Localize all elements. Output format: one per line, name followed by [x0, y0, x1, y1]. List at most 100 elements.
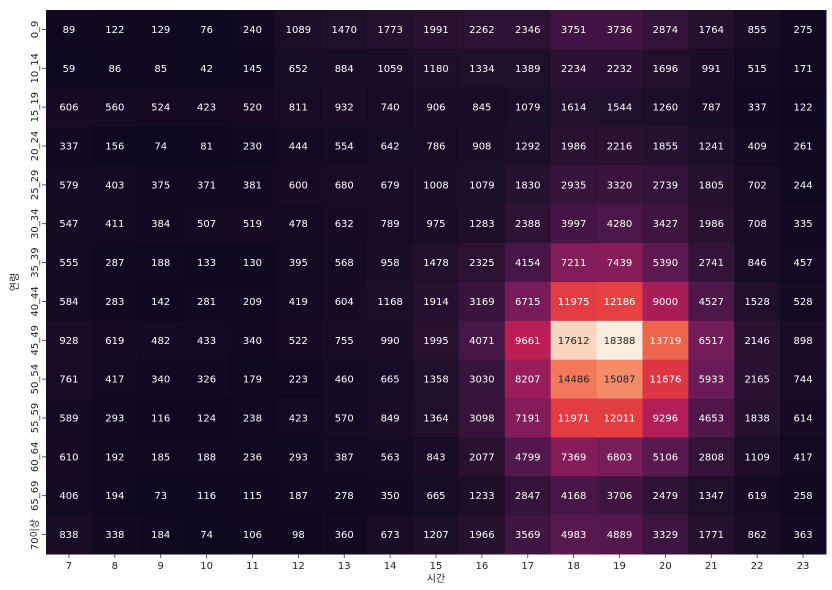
y-tick-label: 65_69 — [30, 480, 41, 510]
heatmap-cell — [596, 126, 643, 166]
cell-value-label: 293 — [105, 414, 124, 425]
heatmap-cell — [596, 476, 643, 516]
cell-value-label: 1292 — [515, 142, 540, 153]
heatmap-cell — [734, 476, 781, 516]
cell-value-label: 375 — [151, 180, 170, 191]
heatmap-cell — [504, 165, 552, 205]
heatmap-cell — [183, 10, 231, 50]
heatmap-cell — [734, 48, 781, 89]
heatmap-cell — [734, 359, 781, 400]
heatmap-cell — [91, 87, 139, 128]
cell-value-label: 3329 — [653, 530, 678, 541]
heatmap-cell — [413, 243, 460, 283]
heatmap-cell — [780, 10, 827, 50]
cell-value-label: 4280 — [607, 219, 632, 230]
cell-value-label: 287 — [105, 258, 124, 269]
heatmap-cell — [458, 165, 506, 205]
cell-value-label: 547 — [59, 219, 78, 230]
cell-value-label: 1986 — [561, 142, 586, 153]
heatmap-cell — [642, 359, 689, 400]
cell-value-label: 11975 — [558, 297, 590, 308]
cell-value-label: 3736 — [607, 25, 632, 36]
heatmap-cell — [734, 126, 781, 166]
cell-value-label: 2234 — [561, 64, 586, 75]
cell-value-label: 614 — [794, 414, 813, 425]
heatmap-cell — [91, 204, 139, 244]
heatmap-cell — [688, 282, 735, 322]
heatmap-cell — [550, 476, 598, 516]
heatmap-cell — [504, 87, 552, 128]
heatmap-cell — [458, 476, 506, 516]
heatmap-cell — [458, 359, 506, 400]
y-tick-label: 40_44 — [30, 286, 41, 316]
heatmap-cell — [413, 10, 460, 50]
cell-value-label: 1986 — [699, 219, 724, 230]
cell-value-label: 604 — [335, 297, 354, 308]
heatmap-cell — [413, 398, 460, 438]
cell-value-label: 433 — [197, 336, 216, 347]
cell-value-label: 3427 — [653, 219, 678, 230]
heatmap-cell — [688, 10, 735, 50]
cell-value-label: 384 — [151, 219, 170, 230]
y-tick-label: 60_64 — [30, 442, 41, 472]
heatmap-cell — [550, 320, 598, 361]
cell-value-label: 133 — [197, 258, 216, 269]
heatmap-cell — [550, 204, 598, 244]
heatmap-cell — [46, 515, 93, 555]
heatmap-cell — [137, 359, 185, 400]
heatmap-cell — [550, 48, 598, 89]
heatmap-cell — [780, 48, 827, 89]
heatmap-cell — [413, 437, 460, 477]
heatmap-cell — [275, 165, 322, 205]
cell-value-label: 1966 — [469, 530, 494, 541]
heatmap-cell — [642, 10, 689, 50]
heatmap-cell — [46, 398, 93, 438]
cell-value-label: 579 — [59, 180, 78, 191]
heatmap-cell — [688, 204, 735, 244]
cell-value-label: 7439 — [607, 258, 632, 269]
cell-value-label: 789 — [381, 219, 400, 230]
heatmap-cell — [458, 320, 506, 361]
y-axis-label: 연령 — [9, 273, 21, 291]
cell-value-label: 3706 — [607, 491, 632, 502]
cell-value-label: 1470 — [332, 25, 357, 36]
heatmap-cell — [413, 282, 460, 322]
y-tick-label: 25_29 — [30, 170, 41, 200]
heatmap-cell — [229, 204, 276, 244]
cell-value-label: 156 — [105, 142, 124, 153]
heatmap-cell — [688, 359, 735, 400]
heatmap-cell — [642, 126, 689, 166]
heatmap-cell — [183, 320, 231, 361]
cell-value-label: 258 — [794, 491, 813, 502]
cell-value-label: 600 — [289, 180, 308, 191]
heatmap-cell — [137, 87, 185, 128]
cell-value-label: 589 — [59, 414, 78, 425]
x-tick-label: 19 — [613, 561, 626, 572]
heatmap-cell — [688, 437, 735, 477]
heatmap-cell — [688, 320, 735, 361]
cell-value-label: 845 — [472, 103, 491, 114]
x-tick-label: 8 — [112, 561, 118, 572]
cell-value-label: 6517 — [699, 336, 724, 347]
x-tick-label: 23 — [797, 561, 810, 572]
heatmap-cell — [46, 243, 93, 283]
cell-value-label: 1838 — [744, 414, 769, 425]
heatmap-cell — [367, 165, 414, 205]
heatmap-cell — [458, 243, 506, 283]
cell-value-label: 76 — [200, 25, 213, 36]
heatmap-cell — [688, 243, 735, 283]
heatmap-cell — [367, 398, 414, 438]
heatmap-cell — [413, 320, 460, 361]
cell-value-label: 395 — [289, 258, 308, 269]
cell-value-label: 898 — [794, 336, 813, 347]
heatmap-cell — [688, 165, 735, 205]
cell-value-label: 59 — [63, 64, 76, 75]
heatmap-cell — [275, 87, 322, 128]
cell-value-label: 326 — [197, 375, 216, 386]
heatmap-cell — [367, 48, 414, 89]
cell-value-label: 129 — [151, 25, 170, 36]
cell-value-label: 4154 — [515, 258, 540, 269]
heatmap-cell — [504, 476, 552, 516]
cell-value-label: 14486 — [558, 375, 590, 386]
